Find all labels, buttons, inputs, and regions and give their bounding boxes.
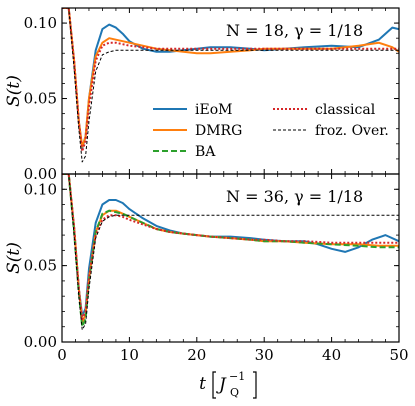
svg-text:t: t <box>199 374 206 394</box>
panel-annotation: N = 36, γ = 1/18 <box>226 187 363 206</box>
series-line-froz-over- <box>62 8 399 163</box>
series-line-classical <box>62 8 399 153</box>
x-tick-label: 20 <box>187 346 206 364</box>
series-line-dmrg <box>62 8 399 148</box>
legend: iEoM DMRG BA classical froz. Over. <box>153 102 389 160</box>
y-tick-label: 0.10 <box>24 14 57 32</box>
y-tick-label: 0.10 <box>24 180 57 198</box>
series-line-classical <box>62 174 399 321</box>
y-axis-label: S(t) <box>4 75 24 107</box>
y-tick-label: 0.00 <box>24 333 57 351</box>
y-tick-label: 0.05 <box>24 90 57 108</box>
plot-frame <box>61 173 400 343</box>
legend-entry: DMRG <box>195 123 242 139</box>
legend-entry: BA <box>195 144 216 160</box>
legend-entry: iEoM <box>195 102 232 118</box>
legend-entry: froz. Over. <box>315 123 389 139</box>
panel-annotation: N = 18, γ = 1/18 <box>226 21 363 40</box>
legend-entry: classical <box>315 102 376 118</box>
svg-text:−1: −1 <box>229 370 245 383</box>
x-tick-label: 30 <box>255 346 274 364</box>
svg-text:Q: Q <box>230 386 239 399</box>
top-panel: 0.00 0.05 0.10 S(t) N = 18, γ = 1/18 iEoM DMRG… <box>4 7 400 183</box>
x-tick-label: 40 <box>322 346 341 364</box>
bottom-panel: 0.00 0.05 0.10 0 10 20 30 40 50 S(t) N = 36, γ = 1… <box>4 173 409 399</box>
x-axis-label: t J Q −1 <box>199 370 257 399</box>
y-tick-label: 0.00 <box>24 165 57 183</box>
y-axis-label: S(t) <box>4 242 24 274</box>
y-tick-label: 0.05 <box>24 257 57 275</box>
x-tick-label: 10 <box>120 346 139 364</box>
svg-text:J: J <box>216 375 227 395</box>
series-line-froz-over- <box>62 174 399 331</box>
x-tick-label: 50 <box>389 346 408 364</box>
x-tick-label: 0 <box>57 346 67 364</box>
